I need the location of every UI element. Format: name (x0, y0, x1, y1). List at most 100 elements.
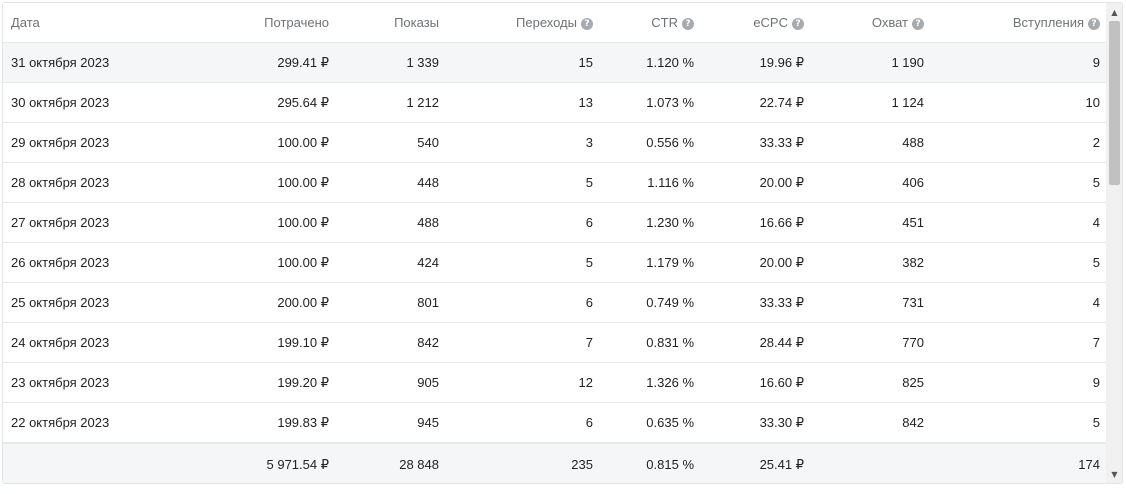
cell-joins: 5 (1092, 175, 1100, 190)
cell-ecpc: 22.74 ₽ (759, 95, 804, 110)
column-header-label: eCPC (753, 15, 788, 30)
column-header-label: Потрачено (264, 15, 329, 30)
column-header-ctr[interactable]: CTR? (651, 3, 694, 43)
help-icon[interactable]: ? (912, 18, 924, 30)
cell-clicks: 5 (585, 255, 593, 270)
cell-date: 30 октября 2023 (11, 95, 110, 110)
total-ecpc: 25.41 ₽ (759, 457, 804, 472)
help-icon[interactable]: ? (1088, 18, 1100, 30)
column-header-label: Переходы (516, 15, 577, 30)
table-row[interactable]: 28 октября 2023 100.00 ₽ 448 5 1.116 % 20.00 … (3, 163, 1106, 203)
cell-reach: 488 (902, 135, 924, 150)
cell-clicks: 12 (578, 375, 593, 390)
cell-date: 28 октября 2023 (11, 175, 110, 190)
cell-impressions: 905 (417, 375, 439, 390)
table-row[interactable]: 29 октября 2023 100.00 ₽ 540 3 0.556 % 33.33 … (3, 123, 1106, 163)
cell-spent: 199.20 ₽ (277, 375, 329, 390)
cell-ecpc: 33.33 ₽ (759, 135, 804, 150)
table-totals-row: 5 971.54 ₽ 28 848 235 0.815 % 25.41 ₽ 174 (3, 443, 1106, 483)
cell-ecpc: 20.00 ₽ (759, 255, 804, 270)
cell-clicks: 13 (578, 95, 593, 110)
total-spent: 5 971.54 ₽ (266, 457, 330, 472)
cell-spent: 100.00 ₽ (277, 135, 329, 150)
cell-date: 27 октября 2023 (11, 215, 110, 230)
cell-impressions: 842 (417, 335, 439, 350)
cell-clicks: 6 (585, 295, 593, 310)
scroll-down-icon[interactable]: ▼ (1111, 470, 1118, 479)
total-clicks: 235 (571, 457, 593, 472)
column-header-joins[interactable]: Вступления? (1013, 3, 1100, 43)
cell-ctr: 1.230 % (646, 215, 694, 230)
table-body: 31 октября 2023 299.41 ₽ 1 339 15 1.120 % 19.… (3, 43, 1106, 443)
table-row[interactable]: 27 октября 2023 100.00 ₽ 488 6 1.230 % 16.66 … (3, 203, 1106, 243)
cell-reach: 770 (902, 335, 924, 350)
cell-joins: 7 (1092, 335, 1100, 350)
column-header-reach[interactable]: Охват? (872, 3, 924, 43)
cell-ctr: 0.749 % (646, 295, 694, 310)
stats-table: Дата Потрачено Показы Переходы? CTR? eCPC? Охв… (3, 3, 1106, 483)
cell-spent: 100.00 ₽ (277, 175, 329, 190)
cell-impressions: 540 (417, 135, 439, 150)
help-icon[interactable]: ? (792, 18, 804, 30)
table-header-row: Дата Потрачено Показы Переходы? CTR? eCPC? Охв… (3, 3, 1106, 43)
cell-reach: 825 (902, 375, 924, 390)
cell-clicks: 7 (585, 335, 593, 350)
cell-spent: 199.10 ₽ (277, 335, 329, 350)
cell-ctr: 1.120 % (646, 55, 694, 70)
cell-reach: 731 (902, 295, 924, 310)
column-header-clicks[interactable]: Переходы? (516, 3, 593, 43)
column-header-spent[interactable]: Потрачено (264, 3, 329, 43)
table-row[interactable]: 26 октября 2023 100.00 ₽ 424 5 1.179 % 20.00 … (3, 243, 1106, 283)
help-icon[interactable]: ? (581, 18, 593, 30)
help-icon[interactable]: ? (682, 18, 694, 30)
cell-date: 31 октября 2023 (11, 55, 110, 70)
table-row[interactable]: 22 октября 2023 199.83 ₽ 945 6 0.635 % 33.30 … (3, 403, 1106, 443)
cell-joins: 5 (1092, 415, 1100, 430)
column-header-ecpc[interactable]: eCPC? (753, 3, 804, 43)
cell-ecpc: 33.33 ₽ (759, 295, 804, 310)
cell-reach: 451 (902, 215, 924, 230)
cell-date: 23 октября 2023 (11, 375, 110, 390)
cell-impressions: 1 339 (406, 55, 439, 70)
cell-ctr: 1.116 % (647, 175, 694, 190)
scroll-up-icon[interactable]: ▲ (1111, 8, 1118, 17)
stats-table-panel: Дата Потрачено Показы Переходы? CTR? eCPC? Охв… (2, 2, 1123, 484)
cell-ecpc: 20.00 ₽ (759, 175, 804, 190)
vertical-scrollbar[interactable]: ▲ ▼ (1106, 3, 1122, 483)
cell-spent: 299.41 ₽ (277, 55, 329, 70)
cell-joins: 5 (1092, 255, 1100, 270)
cell-spent: 199.83 ₽ (277, 415, 329, 430)
cell-spent: 100.00 ₽ (277, 215, 329, 230)
cell-impressions: 945 (417, 415, 439, 430)
table-row[interactable]: 30 октября 2023 295.64 ₽ 1 212 13 1.073 % 22.… (3, 83, 1106, 123)
cell-ctr: 1.179 % (646, 255, 694, 270)
column-header-date[interactable]: Дата (11, 3, 40, 43)
table-row[interactable]: 31 октября 2023 299.41 ₽ 1 339 15 1.120 % 19.… (3, 43, 1106, 83)
cell-ecpc: 19.96 ₽ (759, 55, 804, 70)
table-row[interactable]: 23 октября 2023 199.20 ₽ 905 12 1.326 % 16.60… (3, 363, 1106, 403)
total-ctr: 0.815 % (646, 457, 694, 472)
column-header-impressions[interactable]: Показы (394, 3, 439, 43)
cell-joins: 4 (1092, 215, 1100, 230)
cell-clicks: 15 (578, 55, 593, 70)
cell-joins: 9 (1092, 375, 1100, 390)
table-row[interactable]: 24 октября 2023 199.10 ₽ 842 7 0.831 % 28.44 … (3, 323, 1106, 363)
column-header-label: Показы (394, 15, 439, 30)
cell-joins: 2 (1092, 135, 1100, 150)
table-row[interactable]: 25 октября 2023 200.00 ₽ 801 6 0.749 % 33.33 … (3, 283, 1106, 323)
cell-reach: 406 (902, 175, 924, 190)
cell-clicks: 6 (585, 215, 593, 230)
cell-impressions: 801 (417, 295, 439, 310)
scrollbar-thumb[interactable] (1109, 21, 1120, 185)
cell-clicks: 5 (585, 175, 593, 190)
cell-ecpc: 28.44 ₽ (759, 335, 804, 350)
cell-date: 25 октября 2023 (11, 295, 110, 310)
column-header-label: Охват (871, 15, 908, 30)
cell-impressions: 448 (417, 175, 439, 190)
total-impressions: 28 848 (399, 457, 439, 472)
cell-joins: 10 (1085, 95, 1100, 110)
cell-ctr: 0.556 % (646, 135, 694, 150)
cell-reach: 382 (902, 255, 924, 270)
cell-ecpc: 16.60 ₽ (759, 375, 804, 390)
cell-joins: 4 (1092, 295, 1100, 310)
